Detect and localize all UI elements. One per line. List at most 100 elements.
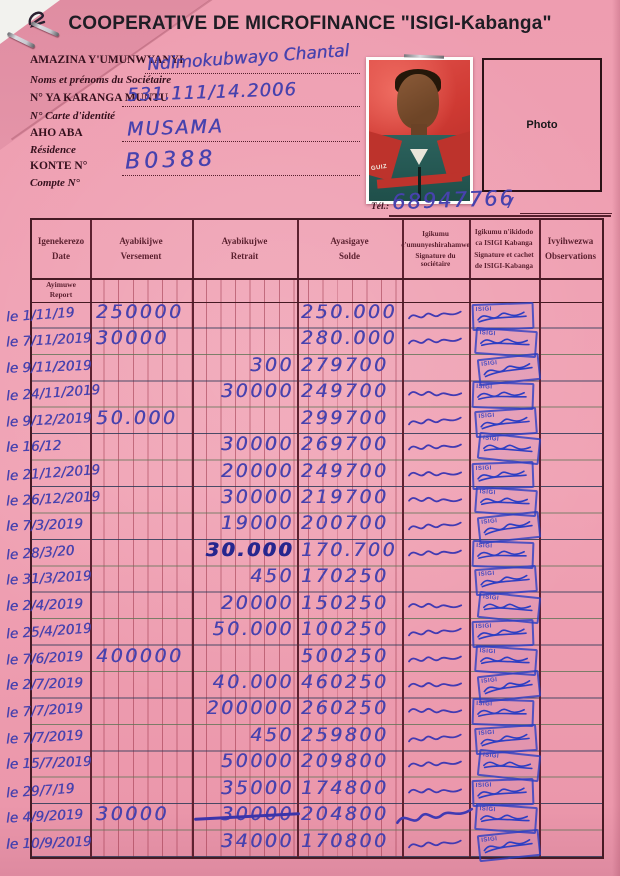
cell-date: le 26/12/2019 bbox=[5, 488, 101, 510]
member-signature bbox=[393, 800, 477, 839]
dotted-line bbox=[122, 174, 360, 176]
header-solde: Ayasigaye Solde bbox=[330, 235, 369, 261]
member-signature bbox=[406, 517, 463, 541]
carry-forward-row: Ayimuwe Report bbox=[46, 280, 76, 299]
member-signature bbox=[406, 728, 463, 752]
cell-solde: 260250 bbox=[301, 697, 389, 720]
column-line bbox=[297, 220, 299, 857]
member-photo: GUIZ bbox=[366, 57, 473, 204]
label-account-rn: KONTE N° bbox=[30, 160, 88, 172]
member-signature bbox=[407, 782, 463, 804]
cell-date: le 1/11/19 bbox=[5, 304, 75, 326]
member-signature bbox=[406, 702, 463, 726]
table-row: le 28/3/20 30.000 170.700 ISIGI bbox=[6, 538, 602, 569]
cell-retrait: 30.000 bbox=[205, 538, 294, 561]
photo-placeholder-label: Photo bbox=[526, 119, 558, 131]
member-signature bbox=[406, 491, 463, 515]
header-line bbox=[32, 278, 602, 280]
member-signature bbox=[407, 544, 463, 566]
tel-underline bbox=[520, 213, 612, 215]
cell-solde: 174800 bbox=[301, 776, 389, 799]
cell-versement: 30000 bbox=[96, 327, 169, 350]
cell-date: le 7/3/2019 bbox=[5, 516, 84, 536]
cell-retrait: 50000 bbox=[221, 750, 294, 773]
member-signature bbox=[406, 596, 463, 620]
tel-tick: / bbox=[508, 196, 513, 211]
isigi-stamp: ISIGI bbox=[474, 723, 538, 755]
isigi-stamp: ISIGI bbox=[474, 485, 538, 518]
dotted-line bbox=[122, 140, 360, 142]
member-signature bbox=[407, 465, 463, 487]
member-photo-image: GUIZ bbox=[369, 60, 470, 201]
tel-underline bbox=[389, 215, 611, 217]
cell-retrait: 20000 bbox=[221, 591, 294, 614]
cell-solde: 460250 bbox=[301, 670, 389, 693]
member-signature bbox=[406, 623, 463, 647]
isigi-stamp: ISIGI bbox=[471, 539, 535, 569]
member-signature bbox=[407, 439, 463, 461]
header-signature-societaire: Igikumu c'umunyeshirahamwe Signature du … bbox=[401, 228, 470, 269]
value-account-number: B0388 bbox=[124, 146, 217, 175]
cell-retrait: 450 bbox=[250, 565, 294, 588]
table-row: le 16/12 30000 269700 ISIGI bbox=[6, 431, 602, 466]
table-row: le 15/7/2019 50000 209800 ISIGI bbox=[6, 749, 602, 783]
shirt bbox=[410, 149, 428, 165]
carry-line bbox=[32, 302, 602, 304]
member-signature bbox=[407, 333, 463, 355]
header-date: Igenekerezo Date bbox=[37, 235, 85, 261]
cell-date: le 7/6/2019 bbox=[5, 648, 84, 669]
header-observations: Ivyihwezwa Observations bbox=[544, 235, 596, 261]
table-row: le 21/12/2019 20000 249700 ISIGI bbox=[6, 459, 602, 490]
cell-solde: 209800 bbox=[301, 750, 389, 773]
cell-solde: 204800 bbox=[301, 803, 389, 826]
cell-retrait: 30000 bbox=[221, 380, 294, 403]
isigi-stamp: ISIGI bbox=[476, 431, 542, 466]
isigi-stamp: ISIGI bbox=[474, 802, 538, 835]
cell-solde: 500250 bbox=[301, 644, 389, 667]
table-row: le 7/7/2019 450 259800 ISIGI bbox=[6, 723, 602, 755]
cell-solde: 299700 bbox=[301, 406, 389, 429]
column-line bbox=[402, 220, 404, 857]
tel-value: 68947766 bbox=[391, 185, 516, 215]
table-row: le 10/9/2019 34000 170800 ISIGI bbox=[6, 828, 602, 862]
cell-retrait: 450 bbox=[250, 723, 294, 746]
dotted-line bbox=[122, 105, 360, 107]
isigi-stamp: ISIGI bbox=[476, 511, 542, 545]
isigi-stamp: ISIGI bbox=[476, 590, 542, 624]
value-member-name: Ndimokubwayo Chantal bbox=[146, 40, 350, 76]
table-row: le 9/11/2019 300 279700 ISIGI bbox=[6, 352, 602, 387]
cell-date: le 31/3/2019 bbox=[5, 568, 92, 589]
cell-retrait: 200000 bbox=[206, 697, 294, 720]
table-row: le 9/12/2019 50.000 299700 ISIGI bbox=[6, 406, 602, 438]
cell-date: le 2/7/2019 bbox=[5, 675, 84, 694]
isigi-stamp: ISIGI bbox=[471, 301, 535, 332]
cell-solde: 200700 bbox=[301, 512, 389, 535]
isigi-stamp: ISIGI bbox=[476, 352, 542, 387]
table-row: le 24/11/2019 30000 249700 ISIGI bbox=[6, 380, 602, 411]
table-rows: le 1/11/19 250000 250.000 ISIGI le 7/11/2019… bbox=[6, 301, 602, 862]
cell-solde: 249700 bbox=[301, 459, 389, 482]
column-line bbox=[90, 220, 92, 857]
isigi-stamp: ISIGI bbox=[471, 698, 535, 728]
cell-date: le 7/7/2019 bbox=[5, 700, 84, 722]
cell-date: le 29/7/19 bbox=[5, 780, 75, 802]
isigi-stamp: ISIGI bbox=[474, 406, 538, 438]
table-row: le 7/11/2019 30000 280.000 ISIGI bbox=[6, 327, 602, 359]
label-id-rn: N° YA KARANGA MUNTU bbox=[30, 92, 169, 104]
cell-date: le 9/12/2019 bbox=[5, 409, 92, 431]
cell-solde: 280.000 bbox=[301, 327, 398, 350]
jacket-zip bbox=[418, 167, 421, 201]
cell-date: le 2/4/2019 bbox=[5, 595, 84, 615]
jacket-shoulder bbox=[369, 130, 403, 182]
cell-solde: 250.000 bbox=[301, 301, 398, 323]
cell-solde: 279700 bbox=[301, 353, 389, 376]
cell-retrait: 34000 bbox=[221, 829, 294, 852]
isigi-stamp: ISIGI bbox=[471, 381, 535, 411]
cell-solde: 259800 bbox=[301, 723, 389, 746]
member-signature bbox=[406, 385, 463, 409]
cell-solde: 249700 bbox=[301, 380, 389, 403]
cell-retrait: 35000 bbox=[221, 776, 294, 799]
cell-retrait: 30000 bbox=[221, 433, 294, 456]
table-row: le 7/3/2019 19000 200700 ISIGI bbox=[6, 511, 602, 545]
tel-label: Tél.: bbox=[371, 202, 390, 212]
